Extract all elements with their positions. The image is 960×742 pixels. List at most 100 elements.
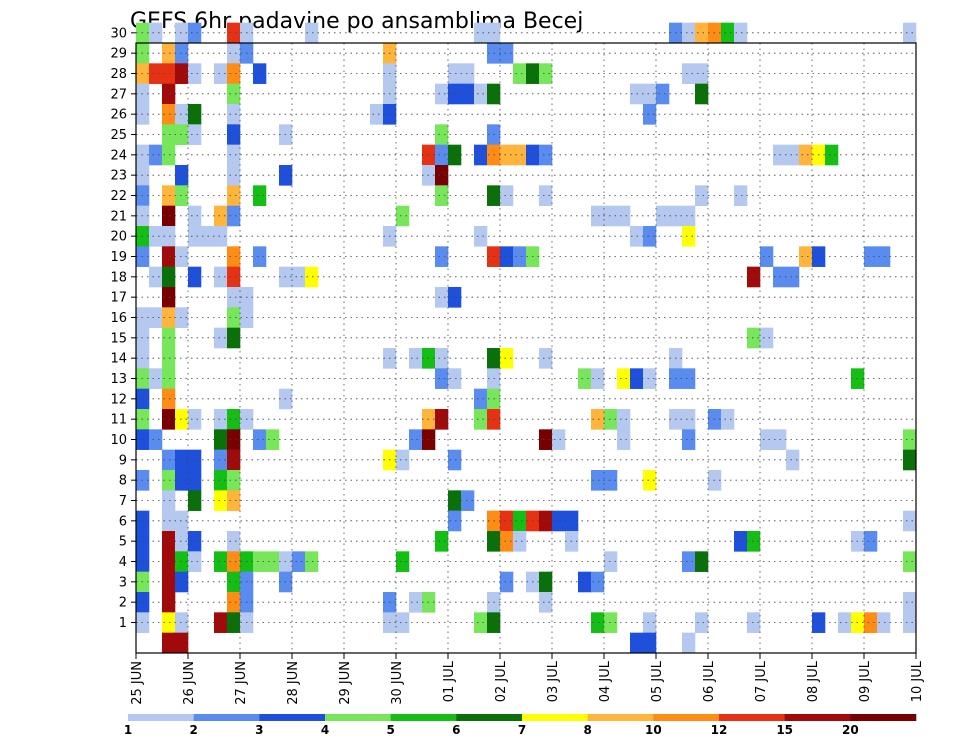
heatmap-cell: [604, 551, 618, 572]
heatmap-cell: [162, 612, 176, 633]
heatmap-cell: [175, 470, 189, 491]
heatmap-cell: [500, 185, 514, 206]
y-tick-label: 14: [110, 352, 127, 367]
heatmap-cell: [188, 63, 202, 84]
heatmap-cell: [162, 592, 176, 613]
heatmap-cell: [474, 22, 488, 44]
heatmap-cell: [227, 83, 241, 105]
heatmap-cell: [539, 63, 553, 84]
heatmap-cell: [214, 266, 228, 288]
heatmap-cell: [682, 205, 696, 227]
heatmap-cell: [188, 205, 202, 227]
heatmap-cell: [695, 83, 709, 105]
heatmap-cell: [461, 490, 475, 511]
colorbar-swatch: [456, 714, 523, 721]
heatmap-cell: [682, 551, 696, 572]
heatmap-cell: [643, 226, 657, 247]
heatmap-cell: [188, 266, 202, 288]
colorbar-label: 10: [645, 723, 662, 737]
heatmap-cell: [175, 104, 189, 125]
heatmap-cell: [838, 612, 852, 633]
y-tick-label: 13: [110, 372, 127, 387]
heatmap-cell: [227, 185, 241, 206]
heatmap-cell: [227, 307, 241, 328]
heatmap-cell: [734, 22, 748, 44]
x-tick-label: 04 JUL: [598, 660, 613, 702]
heatmap-cell: [175, 43, 189, 64]
x-tick-label: 27 JUN: [234, 661, 249, 705]
heatmap-cell: [214, 63, 228, 84]
plot-frame: [135, 42, 917, 654]
heatmap-cell: [396, 612, 410, 633]
x-tick-label: 28 JUN: [286, 661, 301, 705]
heatmap-cell: [227, 104, 241, 125]
heatmap-cell: [188, 449, 202, 471]
heatmap-cell: [292, 551, 306, 572]
heatmap-cell: [643, 83, 657, 105]
heatmap-cell: [617, 205, 631, 227]
y-tick-label: 30: [110, 26, 127, 41]
heatmap-cell: [695, 22, 709, 44]
heatmap-cell: [214, 449, 228, 471]
heatmap-cell: [162, 348, 176, 369]
heatmap-cell: [539, 348, 553, 369]
heatmap-cell: [214, 205, 228, 227]
colorbar-label: 15: [776, 723, 793, 737]
heatmap-cell: [461, 83, 475, 105]
heatmap-cell: [266, 429, 280, 450]
heatmap-cell: [396, 449, 410, 471]
y-tick-label: 28: [110, 67, 127, 82]
heatmap-cell: [227, 43, 241, 64]
heatmap-cell: [435, 165, 449, 186]
heatmap-cell: [513, 510, 527, 532]
colorbar-label: 2: [189, 723, 197, 737]
heatmap-cell: [162, 490, 176, 511]
heatmap-cell: [149, 63, 163, 84]
heatmap-cell: [188, 409, 202, 430]
heatmap-cells: [136, 22, 917, 654]
heatmap-cell: [227, 531, 241, 552]
heatmap-cell: [474, 144, 488, 166]
y-tick-label: 24: [110, 148, 127, 163]
heatmap-cell: [188, 104, 202, 125]
heatmap-cell: [500, 531, 514, 552]
heatmap-cell: [175, 63, 189, 84]
heatmap-cell: [435, 531, 449, 552]
heatmap-cell: [214, 327, 228, 349]
y-tick-label: 12: [110, 392, 127, 407]
heatmap-cell: [539, 144, 553, 166]
y-tick-label: 11: [110, 413, 127, 428]
heatmap-cell: [162, 531, 176, 552]
y-tick-label: 6: [119, 514, 127, 529]
heatmap-cell: [253, 63, 267, 84]
heatmap-cell: [162, 83, 176, 105]
heatmap-cell: [162, 307, 176, 328]
y-tick-label: 22: [110, 189, 127, 204]
heatmap-cell: [227, 327, 241, 349]
heatmap-cell: [617, 368, 631, 389]
heatmap-cell: [604, 205, 618, 227]
heatmap-cell: [513, 63, 527, 84]
y-tick-label: 19: [110, 250, 127, 265]
x-tick-label: 01 JUL: [442, 660, 457, 702]
heatmap-cell: [149, 429, 163, 450]
heatmap-cell: [903, 612, 917, 633]
heatmap-cell: [227, 22, 241, 44]
heatmap-cell: [591, 368, 605, 389]
heatmap-cell: [162, 510, 176, 532]
heatmap-cell: [591, 612, 605, 633]
heatmap-cell: [877, 246, 891, 267]
heatmap-cell: [175, 551, 189, 572]
heatmap-cell: [227, 612, 241, 633]
heatmap-cell: [149, 266, 163, 288]
colorbar: 1 2 3 4 5 6 7 8 10 12 15 20: [124, 714, 917, 737]
heatmap-cell: [162, 571, 176, 593]
heatmap-cell: [474, 409, 488, 430]
heatmap-cell: [227, 429, 241, 450]
heatmap-cell: [227, 551, 241, 572]
heatmap-cell: [682, 368, 696, 389]
heatmap-cell: [903, 551, 917, 572]
heatmap-cell: [409, 348, 423, 369]
heatmap-cell: [253, 429, 267, 450]
heatmap-cell: [188, 22, 202, 44]
